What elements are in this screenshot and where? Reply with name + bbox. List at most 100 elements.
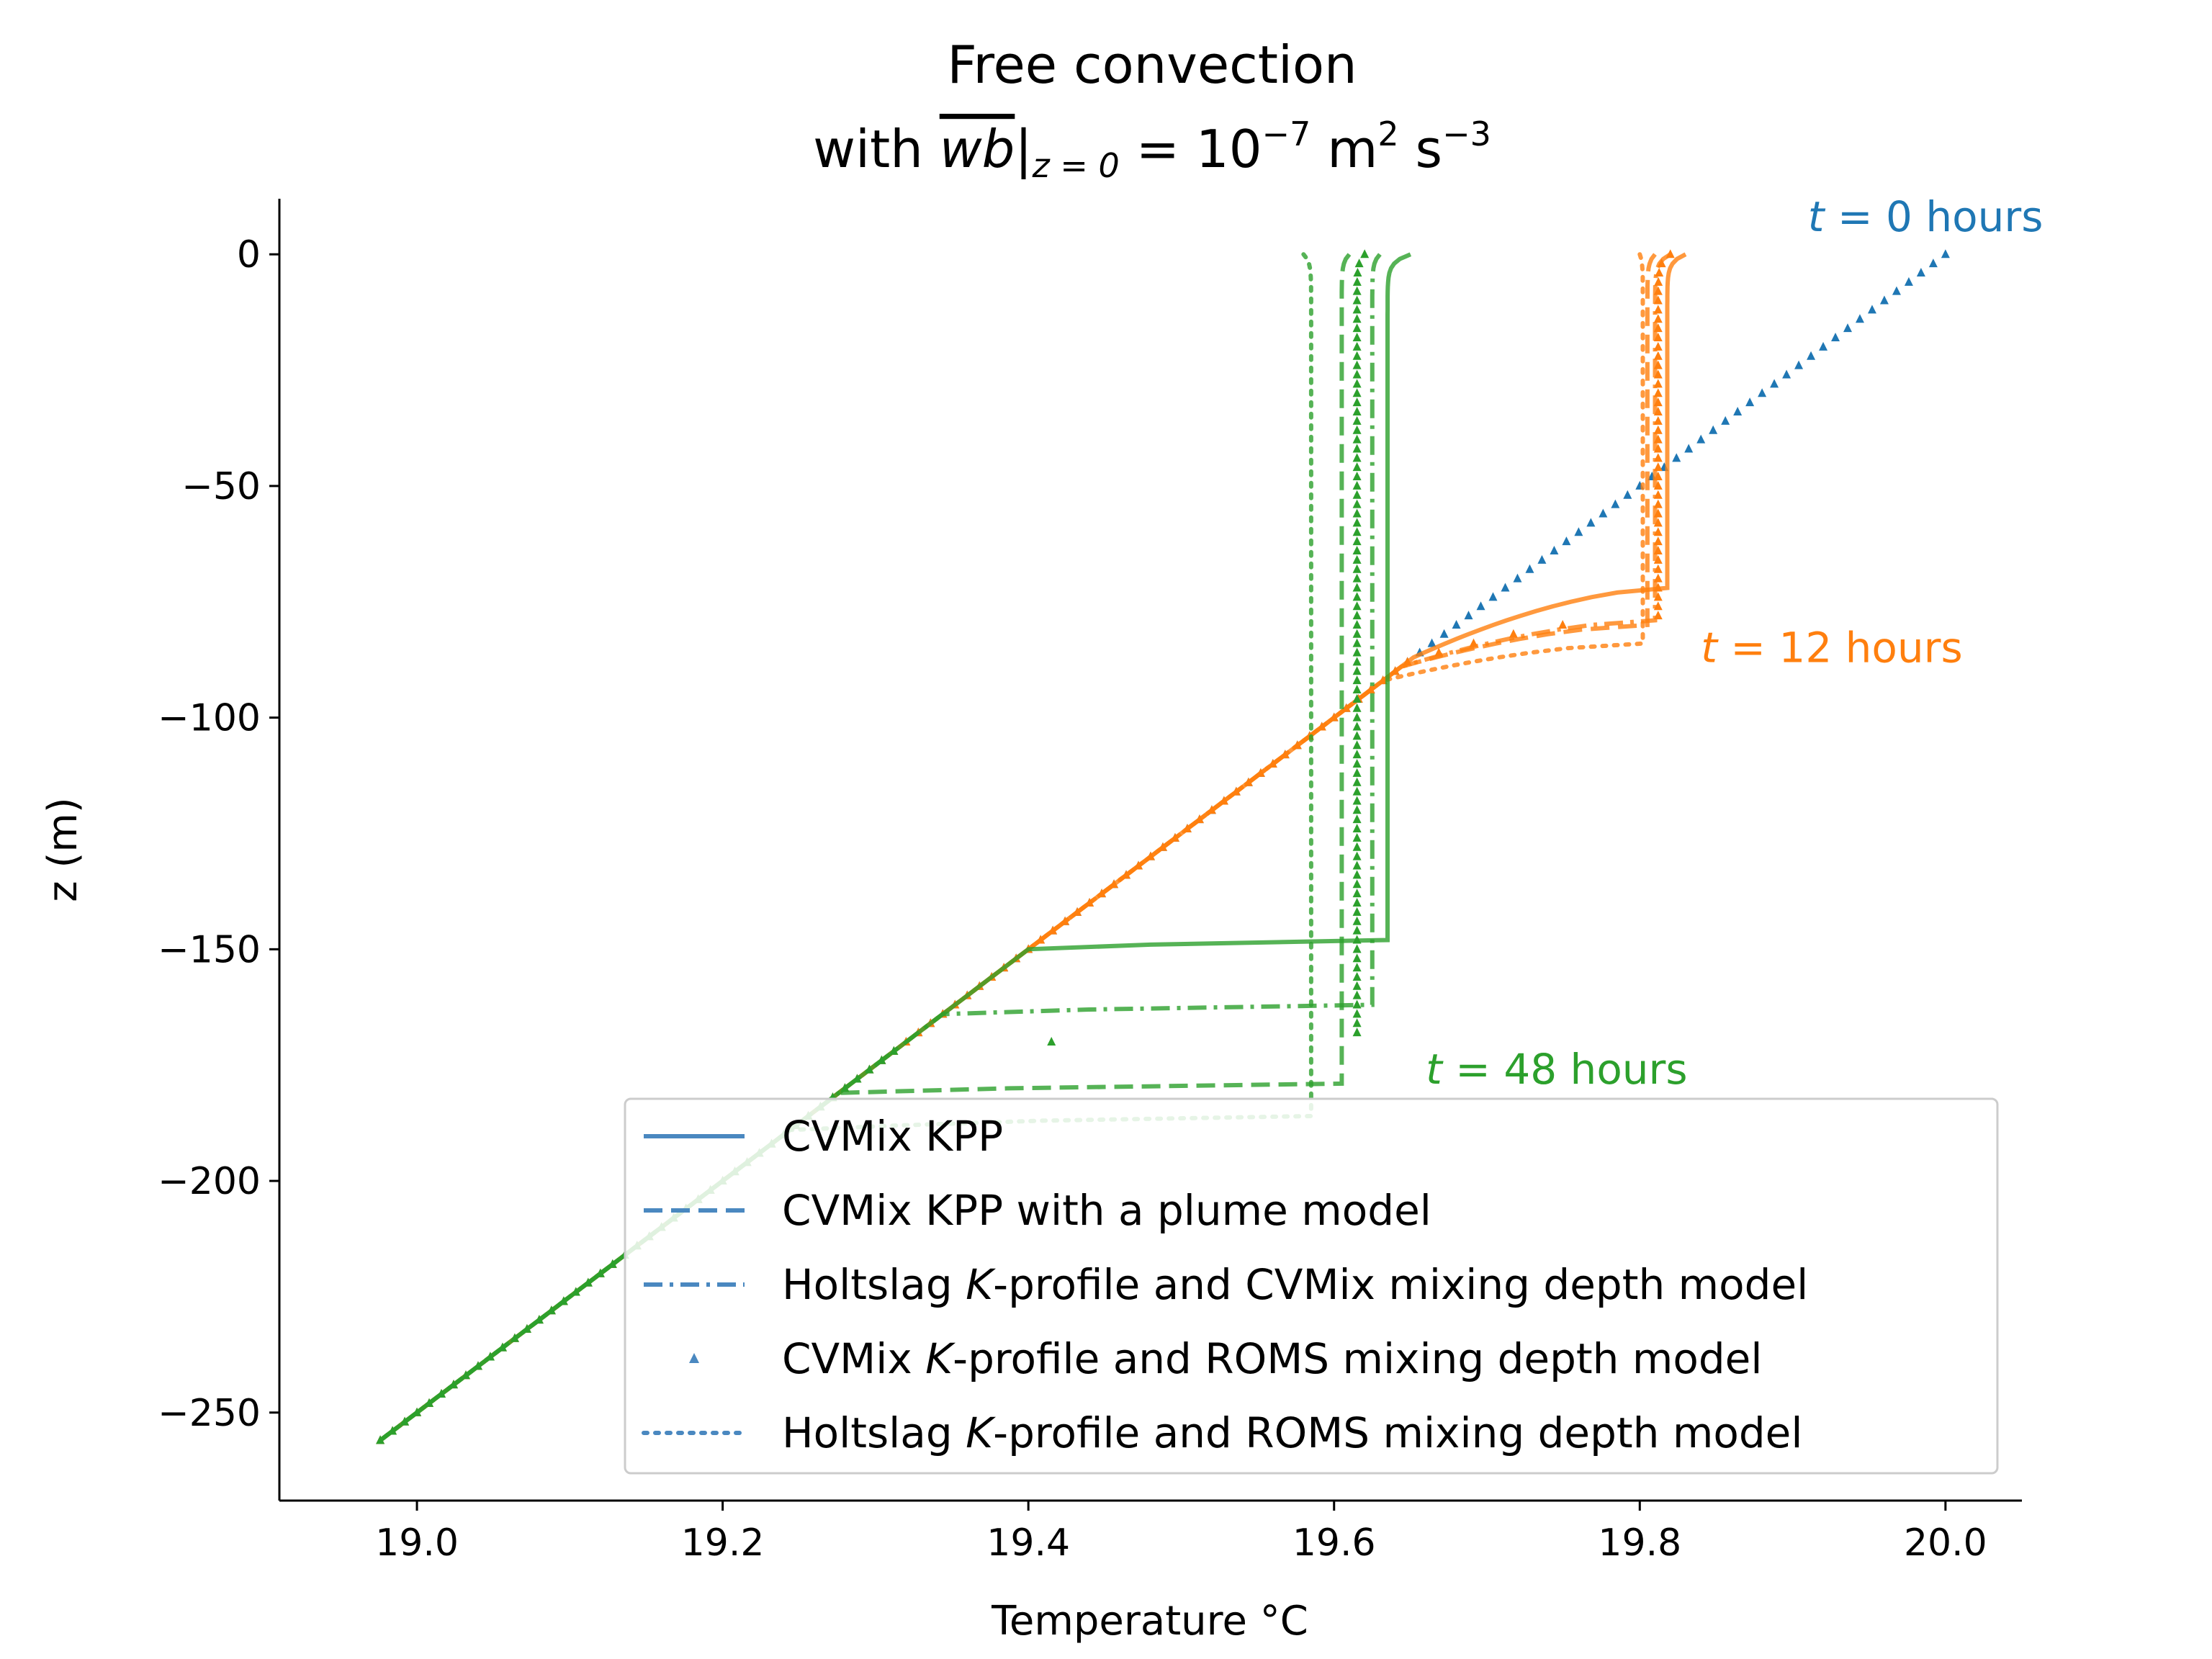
point xyxy=(1657,258,1666,268)
x-tick-label: 19.6 xyxy=(1292,1521,1376,1565)
point xyxy=(1843,323,1852,333)
point xyxy=(1352,860,1362,870)
legend-label-part: -profile and ROMS mixing depth model xyxy=(953,1334,1762,1383)
time-annotation: t = 0 hours xyxy=(1808,192,2044,241)
legend-label: Holtslag K-profile and CVMix mixing dept… xyxy=(782,1260,1808,1309)
point xyxy=(1352,406,1362,415)
x-tick-label: 19.2 xyxy=(681,1521,765,1565)
point xyxy=(853,1074,862,1083)
title-subscript: z = 0 xyxy=(1032,146,1120,185)
point xyxy=(1352,796,1362,805)
point xyxy=(1352,323,1362,333)
point xyxy=(1653,434,1663,444)
title-symbol: wb xyxy=(940,119,1015,179)
point xyxy=(1928,258,1938,268)
title-bar: | xyxy=(1015,119,1032,180)
point xyxy=(376,1435,385,1444)
point xyxy=(1085,897,1094,907)
annotation-var: t xyxy=(1701,623,1719,672)
point xyxy=(1352,415,1362,425)
legend-label: CVMix KPP with a plume model xyxy=(782,1186,1431,1235)
point xyxy=(1867,305,1876,314)
legend-label: CVMix KPP xyxy=(782,1112,1003,1161)
point xyxy=(1352,851,1362,860)
title-exp3: −3 xyxy=(1442,114,1491,153)
point xyxy=(1352,786,1362,796)
point xyxy=(1653,564,1663,573)
point xyxy=(1653,490,1663,499)
point xyxy=(1352,879,1362,889)
point xyxy=(1653,341,1663,351)
point xyxy=(1653,295,1663,305)
point xyxy=(1721,415,1730,425)
point xyxy=(1904,276,1913,286)
point xyxy=(1352,490,1362,499)
point xyxy=(1819,341,1828,351)
point xyxy=(1562,536,1571,546)
point xyxy=(1855,314,1864,323)
point xyxy=(1653,453,1663,462)
point xyxy=(1653,351,1663,360)
legend-label-part: Holtslag xyxy=(782,1408,966,1457)
point xyxy=(1653,333,1663,342)
point xyxy=(1653,415,1663,425)
point xyxy=(1513,573,1522,583)
point xyxy=(1352,276,1362,286)
legend-entry-triangles: CVMix K-profile and ROMS mixing depth mo… xyxy=(689,1334,1762,1383)
point xyxy=(1352,1028,1362,1037)
legend-marker xyxy=(689,1353,699,1363)
y-axis-label: z (m) xyxy=(40,797,86,902)
point xyxy=(1352,453,1362,462)
point xyxy=(1653,508,1663,518)
point xyxy=(1653,406,1663,415)
point xyxy=(1352,685,1362,694)
legend-label-part: K xyxy=(966,1408,996,1457)
annotation-text: = 0 hours xyxy=(1825,192,2044,241)
point xyxy=(1352,712,1362,721)
point xyxy=(1653,444,1663,453)
point xyxy=(1360,249,1370,258)
point xyxy=(1807,351,1816,360)
point xyxy=(865,1064,874,1074)
point xyxy=(1684,444,1694,453)
point xyxy=(1653,554,1663,564)
point xyxy=(1653,323,1663,333)
legend: CVMix KPP CVMix KPP with a plume model Hol… xyxy=(624,1097,1999,1475)
point xyxy=(1352,462,1362,472)
point xyxy=(1352,647,1362,657)
point xyxy=(1352,925,1362,935)
point xyxy=(1352,889,1362,898)
point xyxy=(1653,536,1663,546)
point xyxy=(1352,314,1362,323)
point xyxy=(1352,824,1362,833)
annotation-var: t xyxy=(1426,1045,1444,1094)
point xyxy=(1469,638,1478,647)
point xyxy=(1352,814,1362,824)
point xyxy=(1352,341,1362,351)
point xyxy=(1352,953,1362,963)
point xyxy=(1352,638,1362,647)
point xyxy=(1352,916,1362,925)
point xyxy=(1653,425,1663,434)
chart-title-line2: with wb|z = 0 = 10−7 m2 s−3 xyxy=(813,114,1491,185)
point xyxy=(1550,545,1559,554)
point xyxy=(1352,564,1362,573)
point xyxy=(1574,527,1583,536)
point xyxy=(1653,527,1663,536)
y-tick-label: −100 xyxy=(158,697,261,740)
point xyxy=(1733,406,1743,415)
point xyxy=(1427,638,1437,647)
point xyxy=(1352,750,1362,759)
point xyxy=(1831,333,1840,342)
point xyxy=(1611,499,1620,508)
point xyxy=(1653,305,1663,314)
legend-label-part: -profile and CVMix mixing depth model xyxy=(993,1260,1808,1309)
point xyxy=(1352,842,1362,851)
legend-label-part: Holtslag xyxy=(782,1260,966,1309)
y-tick-label: −200 xyxy=(158,1160,261,1203)
point xyxy=(1352,434,1362,444)
point xyxy=(1352,425,1362,434)
point xyxy=(1653,518,1663,527)
point xyxy=(1452,619,1461,629)
